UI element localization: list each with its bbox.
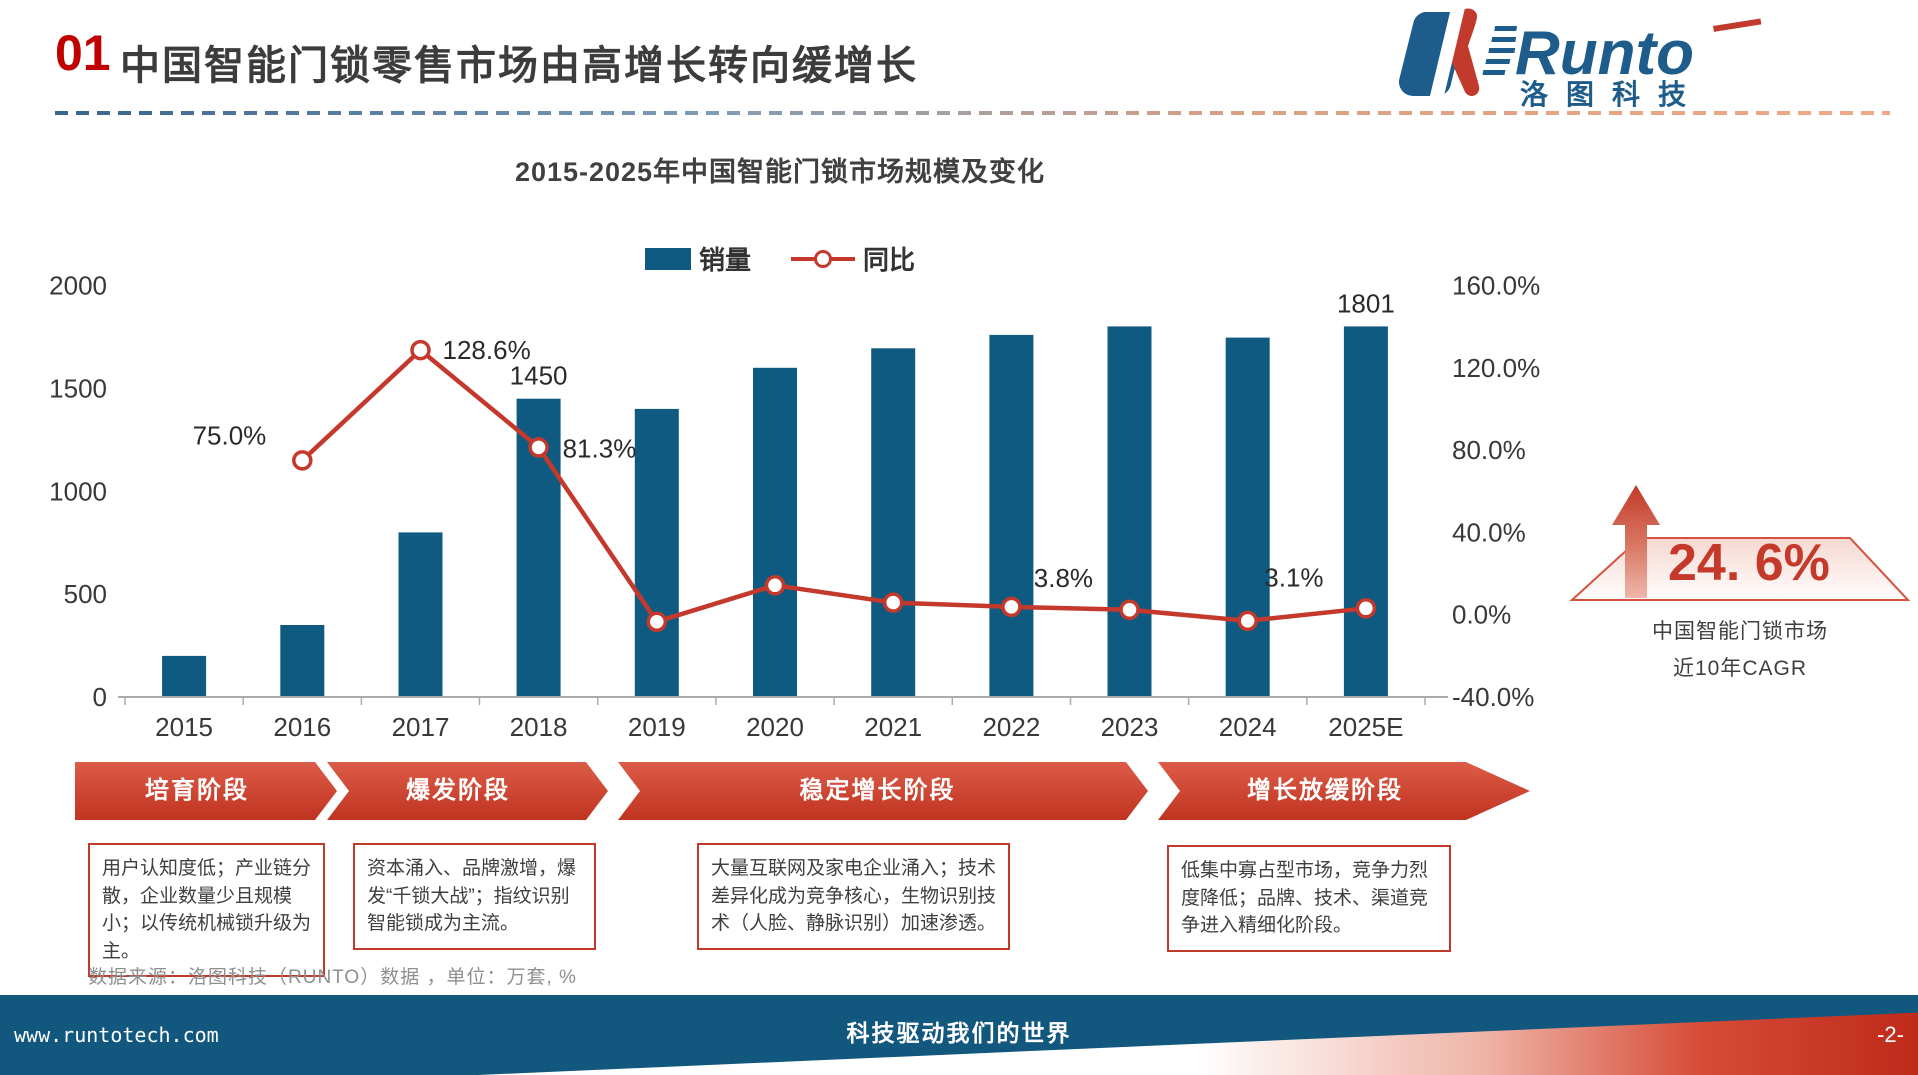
bar-2019 [634, 408, 679, 697]
phase-arrow-2 [327, 762, 608, 820]
runto-logo-mark [1398, 8, 1480, 100]
cagr-caption-market: 中国智能门锁市场 [1652, 620, 1828, 643]
legend-item-yoy: 同比 [791, 240, 915, 277]
footer-bar: www.runtotech.com 科技驱动我们的世界 -2- [0, 995, 1918, 1075]
phase-arrow-1 [75, 762, 337, 820]
runto-subtitle: 洛图科技 [1520, 79, 1704, 109]
header-divider [55, 111, 1890, 115]
bar-2022 [989, 334, 1034, 697]
x-label-2023: 2023 [1101, 712, 1159, 742]
chart-title: 2015-2025年中国智能门锁市场规模及变化 [514, 157, 1046, 187]
footer-slogan: 科技驱动我们的世界 [846, 1020, 1072, 1046]
cagr-callout: 24. 6% [1569, 485, 1910, 601]
bar-2023 [1107, 326, 1152, 697]
phase-note-3: 大量互联网及家电企业涌入；技术差异化成为竞争核心，生物识别技术（人脸、静脉识别）… [697, 843, 1010, 950]
svg-text:80.0%: 80.0% [1452, 435, 1526, 465]
phase-label-4: 增长放缓阶段 [1247, 777, 1403, 804]
legend-line-label: 同比 [863, 245, 916, 275]
legend-bar-label: 销量 [698, 245, 751, 275]
svg-text:0.0%: 0.0% [1452, 600, 1511, 630]
phase-label-3: 稳定增长阶段 [799, 777, 956, 804]
data-label: 128.6% [443, 335, 531, 365]
x-label-2019: 2019 [628, 712, 686, 742]
x-label-2018: 2018 [510, 712, 568, 742]
legend-item-sales: 销量 [644, 240, 751, 277]
x-label-2021: 2021 [864, 712, 922, 742]
line-series-swatch [791, 248, 855, 270]
data-label: 3.8% [1034, 563, 1093, 593]
bar-2025E [1343, 326, 1388, 697]
x-label-2017: 2017 [392, 712, 450, 742]
bar-series-swatch [644, 247, 691, 270]
svg-text:1000: 1000 [49, 476, 107, 506]
footer-website: www.runtotech.com [14, 1023, 219, 1047]
cagr-floor [1569, 537, 1910, 601]
bar-2021 [871, 348, 916, 697]
bar-2020 [753, 367, 797, 697]
phase-arrow-4 [1158, 762, 1530, 820]
footer-page-number: -2- [1877, 1022, 1904, 1047]
svg-text:40.0%: 40.0% [1452, 517, 1526, 547]
data-label: 1450 [510, 361, 568, 391]
bar-2017 [398, 532, 443, 697]
data-source-note: 数据来源：洛图科技（RUNTO）数据 ，单位：万套, % [88, 967, 577, 988]
phase-note-2: 资本涌入、品牌激增，爆发“千锁大战”；指纹识别智能锁成为主流。 [353, 843, 596, 950]
up-arrow-icon [1612, 485, 1660, 598]
x-label-2022: 2022 [982, 712, 1040, 742]
bar-2024 [1225, 337, 1270, 697]
data-label: 3.1% [1264, 562, 1323, 592]
data-label: 75.0% [193, 420, 267, 450]
phase-label-2: 爆发阶段 [406, 777, 510, 804]
x-label-2016: 2016 [273, 712, 331, 742]
cagr-value: 24. 6% [1668, 534, 1830, 592]
page-title: 中国智能门锁零售市场由高增长转向缓增长 [120, 44, 918, 88]
bar-2016 [280, 625, 325, 697]
data-label: 81.3% [563, 433, 637, 463]
svg-text:500: 500 [64, 579, 107, 609]
x-label-2024: 2024 [1219, 712, 1277, 742]
phase-label-1: 培育阶段 [145, 777, 249, 804]
svg-text:120.0%: 120.0% [1452, 353, 1540, 383]
phase-arrow-3 [618, 762, 1148, 820]
data-label: 1801 [1337, 288, 1395, 318]
x-label-2025E: 2025E [1328, 712, 1403, 742]
svg-text:1500: 1500 [49, 373, 107, 403]
x-label-2020: 2020 [746, 712, 804, 742]
runto-logo-stripes [1482, 26, 1518, 75]
svg-text:0: 0 [93, 682, 107, 712]
phase-note-4: 低集中寡占型市场，竞争力烈度降低；品牌、技术、渠道竞争进入精细化阶段。 [1167, 845, 1451, 952]
runto-dash [1712, 18, 1762, 32]
svg-text:2000: 2000 [49, 271, 107, 301]
market-chart: 2000 1500 1000 500 0 160.0% 120.0% 80.0% 40.0% 0.… [49, 271, 1540, 743]
runto-logo: Runto 洛图科技 [1398, 8, 1762, 109]
section-number: 01 [55, 25, 111, 81]
phase-arrows [75, 762, 1530, 820]
svg-text:-40.0%: -40.0% [1452, 682, 1534, 712]
bar-2015 [162, 655, 207, 697]
cagr-caption-cagr: 近10年CAGR [1672, 657, 1808, 680]
phase-note-1: 用户认知度低；产业链分散，企业数量少且规模小；以传统机械锁升级为主。 [88, 843, 325, 978]
runto-wordmark: Runto [1515, 19, 1694, 88]
x-label-2015: 2015 [155, 712, 213, 742]
svg-text:160.0%: 160.0% [1452, 271, 1540, 301]
chart-legend: 销量 同比 [0, 240, 1560, 277]
